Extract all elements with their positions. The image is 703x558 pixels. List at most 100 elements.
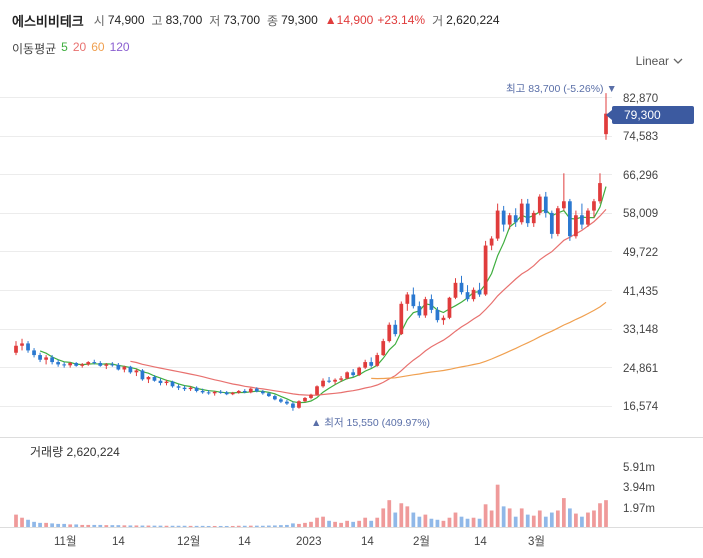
candle	[327, 376, 331, 384]
volume-bar	[513, 516, 518, 527]
candle-body	[122, 366, 127, 370]
current-price-badge: 79,300	[606, 106, 694, 124]
candle	[297, 400, 301, 409]
volume-bar	[44, 522, 48, 527]
high-annotation: 최고 83,700 (-5.26%) ▼	[506, 83, 617, 95]
volume-bar	[453, 512, 458, 527]
volume-bar	[363, 517, 368, 527]
candle	[134, 369, 139, 377]
candle-body	[447, 297, 452, 318]
candle	[568, 198, 572, 241]
candle-body	[158, 380, 163, 384]
candle	[309, 393, 313, 400]
volume-bar	[441, 520, 446, 527]
candle	[74, 362, 79, 367]
volume-bar	[188, 525, 193, 527]
volume-bar	[417, 516, 422, 527]
candle-body	[363, 362, 368, 368]
volume-bar	[279, 525, 283, 527]
candle-body	[369, 362, 374, 366]
candle	[68, 362, 73, 368]
candle-body	[459, 282, 464, 293]
time-tick: 14	[112, 536, 125, 548]
volume-bar	[212, 525, 217, 527]
candle-body	[98, 362, 103, 366]
candle	[507, 212, 512, 230]
low-label: 저	[209, 13, 221, 28]
volume-bar	[14, 514, 18, 527]
candle	[357, 366, 362, 377]
volume-bar	[206, 525, 211, 527]
candle	[170, 380, 175, 388]
candle	[266, 392, 271, 398]
candle	[303, 397, 307, 403]
candle-body	[327, 380, 331, 382]
candle-body	[218, 391, 223, 393]
candle	[369, 357, 374, 368]
candle	[586, 208, 590, 227]
candle-body	[50, 357, 54, 363]
volume-bar	[327, 520, 331, 527]
price-tick: 41,435	[623, 286, 658, 298]
candle	[393, 320, 398, 337]
candle-body	[453, 282, 458, 298]
candle	[574, 210, 578, 239]
high-value: 83,700	[165, 13, 203, 27]
candle-body	[513, 215, 518, 223]
moving-average-lines	[39, 186, 607, 404]
candle-body	[152, 376, 157, 381]
volume-bar	[104, 525, 109, 527]
candle-body	[489, 238, 494, 246]
time-tick: 3월	[528, 535, 545, 548]
volume-bar	[26, 519, 30, 527]
ma-5-label[interactable]: 5	[61, 40, 68, 54]
volume-bar	[411, 512, 416, 527]
volume-bar	[604, 500, 608, 527]
ma-20-label[interactable]: 20	[72, 40, 87, 54]
candle-body	[333, 379, 337, 382]
ma-60-label[interactable]: 60	[91, 40, 105, 54]
volume-bar	[230, 525, 235, 527]
close-label: 종	[267, 13, 279, 28]
price-tick: 66,296	[623, 170, 658, 182]
volume-bar	[309, 521, 313, 527]
candle	[248, 387, 253, 394]
candle	[20, 338, 24, 351]
volume-bar	[285, 524, 289, 527]
time-tick: 2월	[413, 535, 430, 548]
candle	[212, 390, 217, 396]
candle-body	[423, 299, 428, 316]
volume-bar	[297, 523, 301, 527]
candle	[279, 397, 283, 404]
price-tick: 24,861	[623, 363, 658, 375]
candle-body	[465, 292, 470, 300]
candle-body	[586, 210, 590, 225]
scale-label: Linear	[635, 54, 669, 68]
candle-body	[580, 215, 584, 225]
volume-bar	[507, 508, 512, 527]
volume-bar	[110, 525, 115, 527]
scale-dropdown[interactable]: Linear	[636, 54, 683, 68]
candle-body	[483, 245, 488, 295]
candle	[230, 391, 235, 396]
candle	[98, 361, 103, 367]
price-tick: 33,148	[623, 324, 658, 336]
candle-body	[80, 364, 85, 366]
candle	[459, 275, 464, 295]
volume-bar	[447, 517, 452, 527]
candle-body	[297, 401, 301, 408]
change-percent: +23.14%	[377, 13, 426, 27]
ma-120-label[interactable]: 120	[109, 40, 130, 54]
candle-body	[182, 387, 187, 390]
candle-body	[194, 387, 199, 391]
volume-bar	[387, 500, 392, 527]
candle	[182, 385, 187, 391]
candle	[339, 376, 343, 382]
candle-body	[74, 362, 79, 366]
volume-label: 거	[432, 13, 444, 28]
candle-body	[164, 381, 169, 384]
volume-bar	[98, 524, 103, 527]
candle	[345, 371, 349, 380]
volume-bar	[92, 524, 97, 527]
